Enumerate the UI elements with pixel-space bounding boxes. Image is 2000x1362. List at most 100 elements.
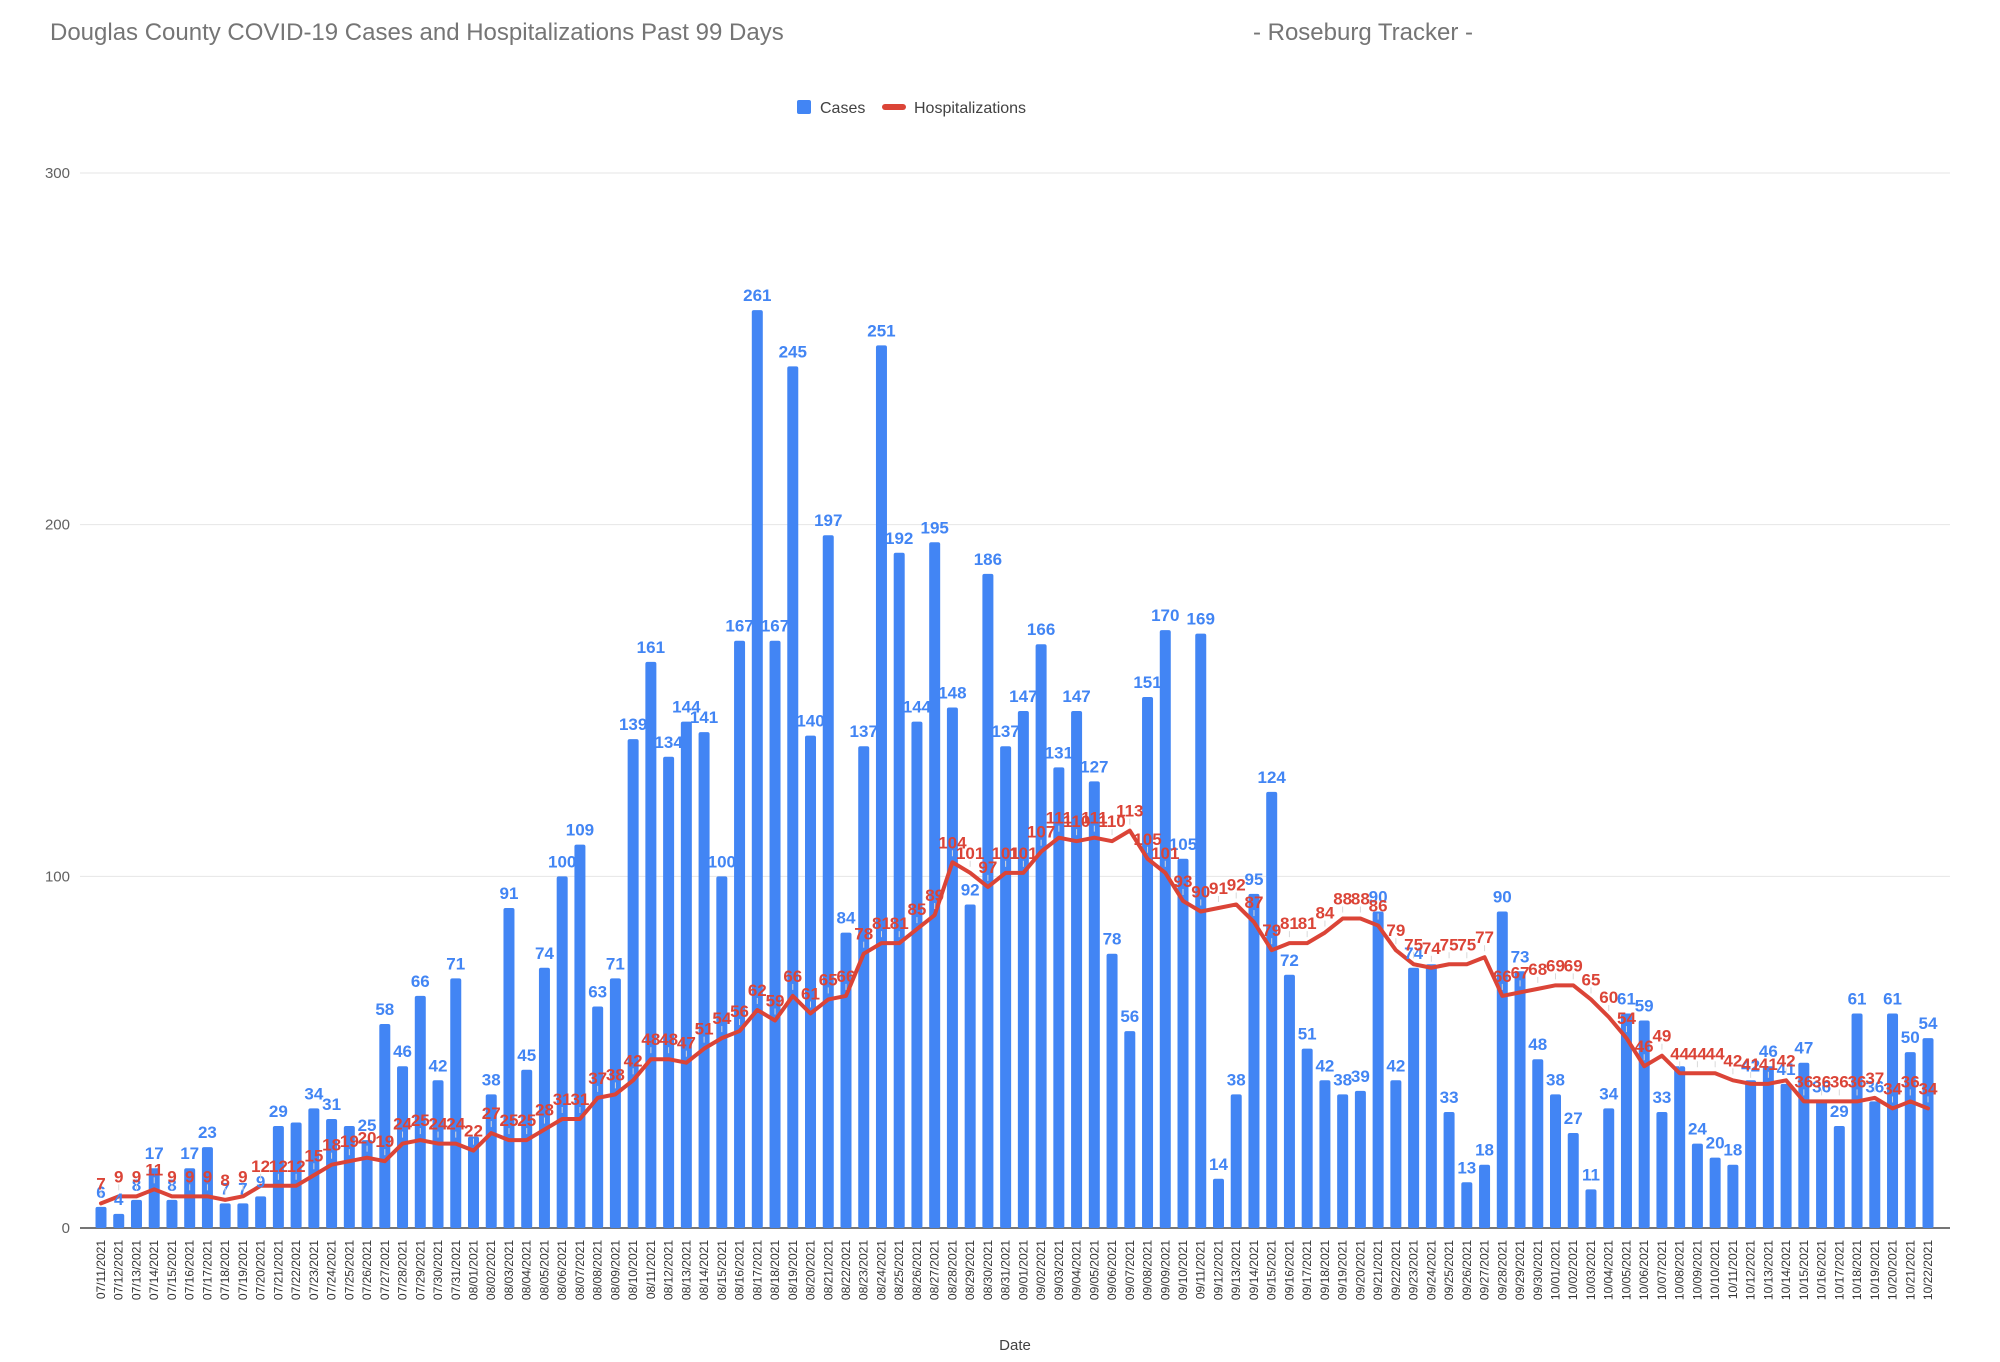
hospitalizations-value-label: 51: [695, 1020, 714, 1039]
hospitalizations-value-label: 79: [1386, 921, 1405, 940]
hospitalizations-value-label: 9: [203, 1167, 212, 1186]
legend-cases-swatch: [797, 100, 811, 114]
cases-value-label: 186: [974, 550, 1002, 569]
bar-cases: [1177, 858, 1189, 1228]
cases-value-label: 95: [1245, 870, 1264, 889]
hospitalizations-value-label: 25: [500, 1111, 519, 1130]
x-tick-label: 08/22/2021: [839, 1240, 853, 1300]
hospitalizations-value-label: 67: [1511, 963, 1530, 982]
hospitalizations-line-path: [99, 828, 1930, 1206]
hospitalizations-value-label: 81: [872, 914, 891, 933]
cases-value-label: 134: [654, 733, 683, 752]
x-tick-label: 08/29/2021: [963, 1240, 977, 1300]
x-tick-label: 09/03/2021: [1052, 1240, 1066, 1300]
x-tick-label: 09/12/2021: [1211, 1240, 1225, 1300]
hospitalizations-value-label: 24: [429, 1115, 448, 1134]
cases-value-label: 33: [1440, 1088, 1459, 1107]
bar-cases: [1017, 711, 1029, 1228]
x-tick-label: 10/15/2021: [1797, 1240, 1811, 1300]
chart-title: Douglas County COVID-19 Cases and Hospit…: [50, 19, 784, 46]
x-tick-label: 10/20/2021: [1886, 1240, 1900, 1300]
cases-value-label: 51: [1298, 1025, 1317, 1044]
cases-value-label: 17: [145, 1144, 164, 1163]
hospitalizations-value-label: 78: [854, 925, 873, 944]
cases-value-label: 9: [256, 1172, 265, 1191]
hospitalizations-value-label: 101: [1009, 844, 1037, 863]
x-tick-label: 10/01/2021: [1549, 1240, 1563, 1300]
bar-cases: [1620, 1013, 1632, 1228]
x-tick-label: 07/18/2021: [218, 1240, 232, 1300]
hospitalizations-value-label: 91: [1209, 879, 1228, 898]
bar-cases: [1408, 967, 1420, 1228]
bar-cases: [1922, 1038, 1934, 1228]
cases-value-label: 61: [1617, 989, 1636, 1008]
cases-value-label: 109: [566, 821, 594, 840]
x-tick-label: 09/29/2021: [1513, 1240, 1527, 1300]
bar-cases: [343, 1126, 355, 1228]
bar-cases: [113, 1213, 125, 1228]
bar-cases: [1532, 1059, 1544, 1228]
bar-cases: [397, 1066, 409, 1228]
x-tick-label: 08/28/2021: [945, 1240, 959, 1300]
cases-value-label: 131: [1045, 743, 1073, 762]
bar-cases: [166, 1199, 178, 1228]
bar-cases: [1567, 1133, 1579, 1228]
x-tick-label: 10/17/2021: [1832, 1240, 1846, 1300]
hospitalizations-value-label: 36: [1848, 1072, 1867, 1091]
x-tick-label: 09/15/2021: [1265, 1240, 1279, 1300]
x-tick-label: 08/12/2021: [662, 1240, 676, 1300]
bar-cases: [1904, 1052, 1916, 1228]
x-axis-title: Date: [999, 1337, 1031, 1354]
bar-cases: [219, 1203, 231, 1228]
cases-value-label: 151: [1133, 673, 1161, 692]
cases-value-label: 147: [1009, 687, 1037, 706]
bar-cases: [1780, 1083, 1792, 1228]
bar-cases: [1585, 1189, 1597, 1228]
x-tick-label: 09/06/2021: [1105, 1240, 1119, 1300]
hospitalizations-value-label: 37: [588, 1069, 607, 1088]
hospitalizations-value-label: 34: [1919, 1079, 1938, 1098]
cases-value-label: 13: [1457, 1158, 1476, 1177]
cases-value-label: 14: [1209, 1155, 1228, 1174]
x-tick-label: 10/05/2021: [1619, 1240, 1633, 1300]
cases-value-label: 71: [446, 954, 465, 973]
bar-cases: [734, 640, 746, 1228]
bar-cases: [982, 573, 994, 1228]
x-tick-label: 08/06/2021: [555, 1240, 569, 1300]
hospitalizations-value-label: 48: [659, 1030, 678, 1049]
hospitalizations-value-label: 19: [340, 1132, 359, 1151]
hospitalizations-value-label: 69: [1564, 956, 1583, 975]
y-tick-label: 0: [62, 1220, 70, 1237]
x-tick-label: 08/08/2021: [591, 1240, 605, 1300]
bar-cases: [1425, 964, 1437, 1228]
cases-value-label: 167: [725, 617, 753, 636]
bar-cases: [1479, 1164, 1491, 1228]
bar-cases: [432, 1080, 444, 1228]
hospitalizations-value-label: 75: [1440, 935, 1459, 954]
bar-cases: [840, 932, 852, 1228]
x-tick-label: 09/02/2021: [1034, 1240, 1048, 1300]
cases-value-label: 137: [850, 722, 878, 741]
x-tick-label: 08/10/2021: [626, 1240, 640, 1300]
hospitalizations-value-label: 37: [1865, 1069, 1884, 1088]
hospitalizations-value-label: 15: [304, 1146, 323, 1165]
gridlines: [80, 172, 1950, 1229]
x-axis-date-labels: 07/11/2021 07/12/2021 07/13/2021 07/14/2021…: [94, 1240, 1935, 1300]
bar-cases: [1603, 1108, 1615, 1228]
bar-cases: [538, 967, 550, 1228]
x-tick-label: 07/17/2021: [200, 1240, 214, 1300]
cases-value-label: 34: [1599, 1084, 1618, 1103]
bar-cases: [1337, 1094, 1349, 1228]
cases-value-label: 46: [393, 1042, 412, 1061]
x-tick-label: 10/16/2021: [1815, 1240, 1829, 1300]
bar-cases: [361, 1140, 373, 1228]
hospitalizations-value-label: 97: [978, 858, 997, 877]
x-tick-label: 08/02/2021: [484, 1240, 498, 1300]
hospitalizations-value-label: 12: [251, 1157, 270, 1176]
x-tick-label: 09/09/2021: [1158, 1240, 1172, 1300]
bar-cases: [1195, 633, 1207, 1228]
bar-cases: [1053, 767, 1065, 1228]
x-tick-label: 09/14/2021: [1247, 1240, 1261, 1300]
